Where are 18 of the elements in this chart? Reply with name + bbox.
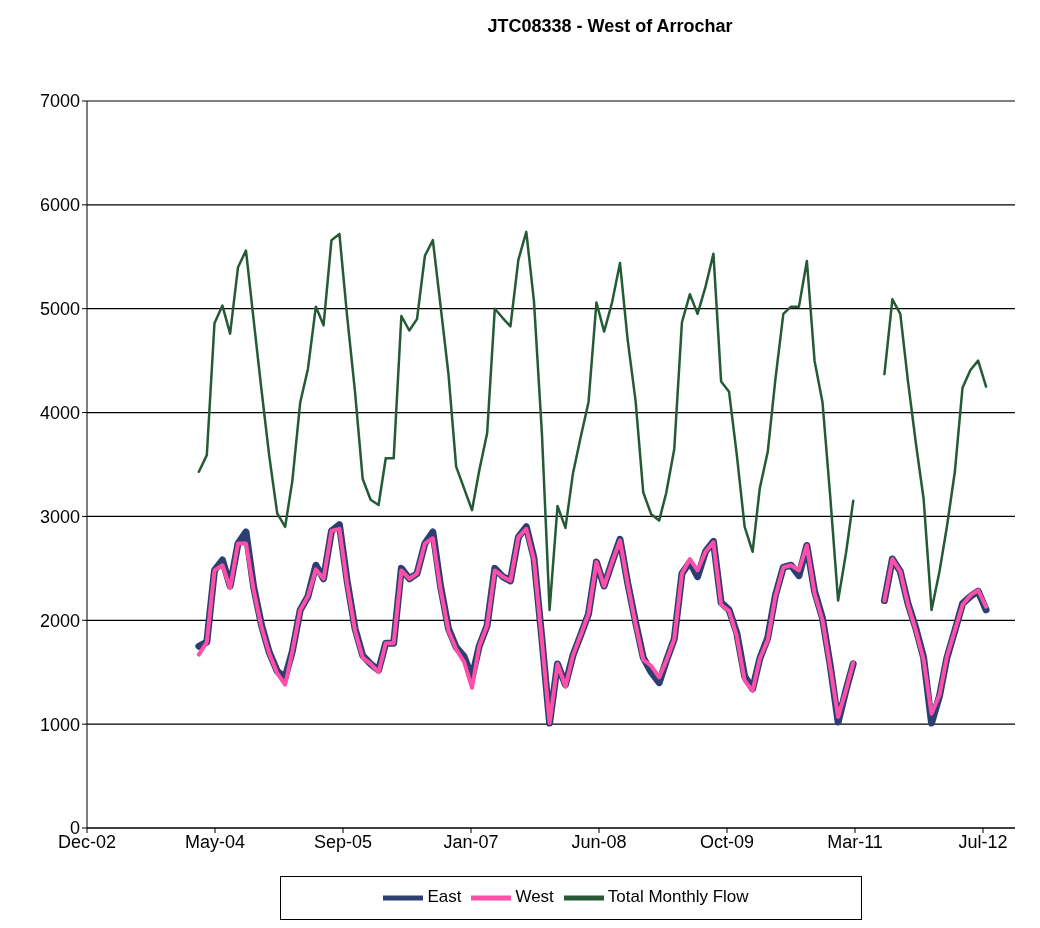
x-tick-label: Jan-07 (443, 831, 499, 852)
legend-label: West (515, 887, 554, 907)
legend-label: East (427, 887, 462, 907)
y-tick-label: 6000 (39, 195, 80, 216)
y-tick-label: 3000 (39, 506, 80, 527)
y-tick-label: 1000 (39, 714, 80, 735)
chart-title: JTC08338 - West of Arrochar (486, 16, 734, 37)
legend-label: Total Monthly Flow (607, 887, 749, 907)
y-tick-label: 7000 (39, 91, 80, 112)
x-tick-label: Sep-05 (313, 831, 373, 852)
y-tick-label: 5000 (39, 299, 80, 320)
y-tick-label: 2000 (39, 610, 80, 631)
y-tick-label: 4000 (39, 402, 80, 423)
x-tick-label: Mar-11 (827, 831, 883, 852)
x-tick-label: Jul-12 (958, 831, 1008, 852)
x-tick-label: Oct-09 (699, 831, 755, 852)
x-tick-label: Jun-08 (571, 831, 627, 852)
x-tick-label: May-04 (184, 831, 246, 852)
